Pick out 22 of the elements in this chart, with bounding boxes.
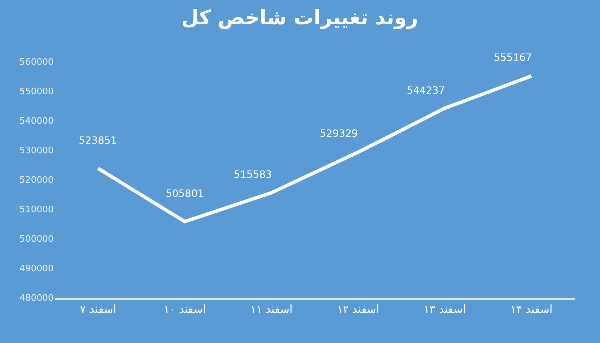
- data-label: 555167: [494, 53, 532, 64]
- x-tick-label: ۱۲ اسفند: [337, 302, 380, 316]
- y-tick-label: 510000: [20, 206, 54, 216]
- y-tick-label: 550000: [20, 88, 54, 98]
- y-tick-label: 490000: [20, 264, 54, 275]
- data-label: 505801: [166, 189, 204, 200]
- y-tick-label: 540000: [20, 117, 54, 128]
- data-label: 544237: [407, 86, 446, 97]
- x-tick-label: ۱۳ اسفند: [424, 302, 466, 316]
- x-tick-label: ۱۱ اسفند: [250, 302, 293, 316]
- y-tick-label: 480000: [20, 294, 54, 304]
- y-tick-label: 560000: [20, 58, 54, 68]
- data-label: 529329: [320, 129, 358, 140]
- data-label: 523851: [79, 136, 118, 147]
- x-tick-label: ۱۴ اسفند: [510, 302, 553, 316]
- chart-title: روند تغییرات شاخص کل: [182, 5, 418, 30]
- y-tick-label: 500000: [20, 235, 54, 246]
- x-tick-label: ۱۰ اسفند: [164, 302, 206, 316]
- y-tick-label: 530000: [20, 146, 54, 157]
- y-tick-label: 520000: [20, 176, 54, 186]
- x-tick-label: ۷ اسفند: [80, 302, 116, 316]
- data-label: 515583: [234, 170, 272, 181]
